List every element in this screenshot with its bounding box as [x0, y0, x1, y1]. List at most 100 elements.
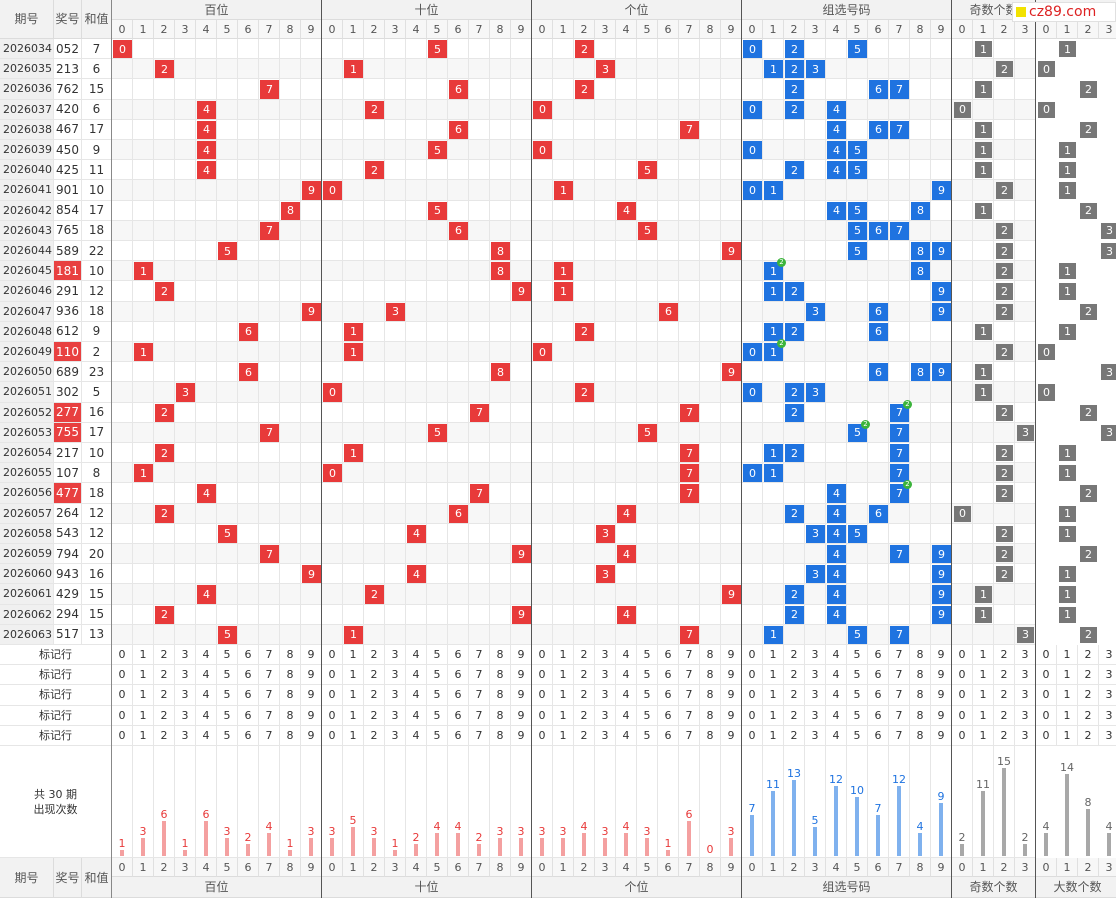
marker-cell[interactable]: 1 [553, 725, 574, 746]
marker-cell[interactable]: 0 [952, 705, 973, 726]
marker-cell[interactable]: 5 [637, 645, 658, 666]
marker-cell[interactable]: 9 [301, 645, 322, 666]
marker-cell[interactable]: 7 [679, 705, 700, 726]
marker-cell[interactable]: 5 [427, 665, 448, 686]
marker-cell[interactable]: 4 [826, 665, 847, 686]
marker-cell[interactable]: 8 [280, 685, 301, 706]
marker-cell[interactable]: 5 [217, 665, 238, 686]
marker-row-label[interactable]: 标记行 [0, 665, 112, 686]
marker-cell[interactable]: 6 [238, 725, 259, 746]
marker-cell[interactable]: 7 [469, 705, 490, 726]
marker-cell[interactable]: 1 [553, 645, 574, 666]
marker-cell[interactable]: 3 [175, 685, 196, 706]
marker-cell[interactable]: 2 [994, 685, 1015, 706]
marker-cell[interactable]: 3 [385, 725, 406, 746]
marker-cell[interactable]: 0 [322, 705, 343, 726]
marker-cell[interactable]: 3 [1015, 705, 1036, 726]
marker-cell[interactable]: 3 [1099, 665, 1116, 686]
marker-cell[interactable]: 0 [1036, 705, 1057, 726]
marker-cell[interactable]: 9 [931, 705, 952, 726]
marker-cell[interactable]: 0 [112, 665, 133, 686]
marker-cell[interactable]: 8 [700, 685, 721, 706]
marker-cell[interactable]: 8 [280, 705, 301, 726]
marker-cell[interactable]: 1 [133, 725, 154, 746]
marker-cell[interactable]: 8 [280, 645, 301, 666]
marker-cell[interactable]: 1 [763, 645, 784, 666]
marker-cell[interactable]: 9 [301, 705, 322, 726]
marker-cell[interactable]: 2 [784, 665, 805, 686]
marker-row-label[interactable]: 标记行 [0, 725, 112, 746]
marker-cell[interactable]: 7 [469, 645, 490, 666]
marker-cell[interactable]: 4 [616, 705, 637, 726]
marker-cell[interactable]: 9 [301, 665, 322, 686]
marker-cell[interactable]: 4 [406, 665, 427, 686]
marker-cell[interactable]: 0 [1036, 645, 1057, 666]
marker-cell[interactable]: 3 [175, 665, 196, 686]
marker-cell[interactable]: 9 [931, 685, 952, 706]
marker-cell[interactable]: 5 [217, 725, 238, 746]
marker-cell[interactable]: 8 [490, 705, 511, 726]
marker-cell[interactable]: 9 [511, 645, 532, 666]
marker-cell[interactable]: 0 [742, 645, 763, 666]
marker-cell[interactable]: 6 [868, 665, 889, 686]
marker-cell[interactable]: 3 [385, 665, 406, 686]
marker-cell[interactable]: 1 [133, 645, 154, 666]
marker-cell[interactable]: 5 [637, 665, 658, 686]
marker-cell[interactable]: 5 [217, 645, 238, 666]
marker-cell[interactable]: 4 [196, 685, 217, 706]
marker-cell[interactable]: 8 [490, 665, 511, 686]
marker-cell[interactable]: 1 [133, 665, 154, 686]
marker-cell[interactable]: 6 [448, 705, 469, 726]
marker-cell[interactable]: 7 [889, 685, 910, 706]
marker-cell[interactable]: 5 [847, 705, 868, 726]
marker-cell[interactable]: 9 [301, 685, 322, 706]
marker-cell[interactable]: 4 [616, 725, 637, 746]
marker-cell[interactable]: 3 [1015, 725, 1036, 746]
marker-cell[interactable]: 8 [700, 725, 721, 746]
marker-cell[interactable]: 0 [742, 725, 763, 746]
marker-cell[interactable]: 1 [1057, 645, 1078, 666]
marker-cell[interactable]: 0 [112, 705, 133, 726]
marker-cell[interactable]: 2 [784, 685, 805, 706]
marker-cell[interactable]: 0 [952, 665, 973, 686]
marker-cell[interactable]: 9 [721, 665, 742, 686]
marker-cell[interactable]: 5 [847, 645, 868, 666]
marker-cell[interactable]: 0 [532, 685, 553, 706]
marker-cell[interactable]: 2 [784, 725, 805, 746]
marker-cell[interactable]: 2 [154, 685, 175, 706]
marker-cell[interactable]: 5 [637, 705, 658, 726]
marker-cell[interactable]: 0 [952, 725, 973, 746]
marker-cell[interactable]: 7 [679, 645, 700, 666]
marker-cell[interactable]: 6 [658, 725, 679, 746]
marker-cell[interactable]: 7 [679, 665, 700, 686]
marker-cell[interactable]: 2 [574, 645, 595, 666]
marker-cell[interactable]: 0 [742, 665, 763, 686]
marker-cell[interactable]: 3 [595, 725, 616, 746]
marker-cell[interactable]: 6 [238, 705, 259, 726]
marker-cell[interactable]: 9 [511, 725, 532, 746]
marker-cell[interactable]: 6 [868, 645, 889, 666]
marker-cell[interactable]: 6 [658, 645, 679, 666]
marker-cell[interactable]: 1 [1057, 665, 1078, 686]
marker-cell[interactable]: 8 [910, 685, 931, 706]
marker-cell[interactable]: 1 [343, 665, 364, 686]
marker-cell[interactable]: 7 [259, 725, 280, 746]
marker-cell[interactable]: 2 [364, 645, 385, 666]
marker-cell[interactable]: 2 [364, 725, 385, 746]
marker-cell[interactable]: 3 [385, 705, 406, 726]
marker-cell[interactable]: 3 [385, 645, 406, 666]
marker-cell[interactable]: 3 [175, 725, 196, 746]
marker-cell[interactable]: 7 [889, 665, 910, 686]
marker-cell[interactable]: 6 [868, 725, 889, 746]
marker-cell[interactable]: 4 [406, 685, 427, 706]
marker-cell[interactable]: 7 [889, 725, 910, 746]
marker-cell[interactable]: 0 [952, 685, 973, 706]
marker-cell[interactable]: 8 [910, 705, 931, 726]
marker-cell[interactable]: 0 [1036, 665, 1057, 686]
marker-cell[interactable]: 5 [427, 705, 448, 726]
marker-cell[interactable]: 6 [448, 685, 469, 706]
marker-cell[interactable]: 2 [154, 725, 175, 746]
marker-cell[interactable]: 4 [406, 705, 427, 726]
marker-cell[interactable]: 8 [490, 685, 511, 706]
marker-cell[interactable]: 1 [1057, 705, 1078, 726]
